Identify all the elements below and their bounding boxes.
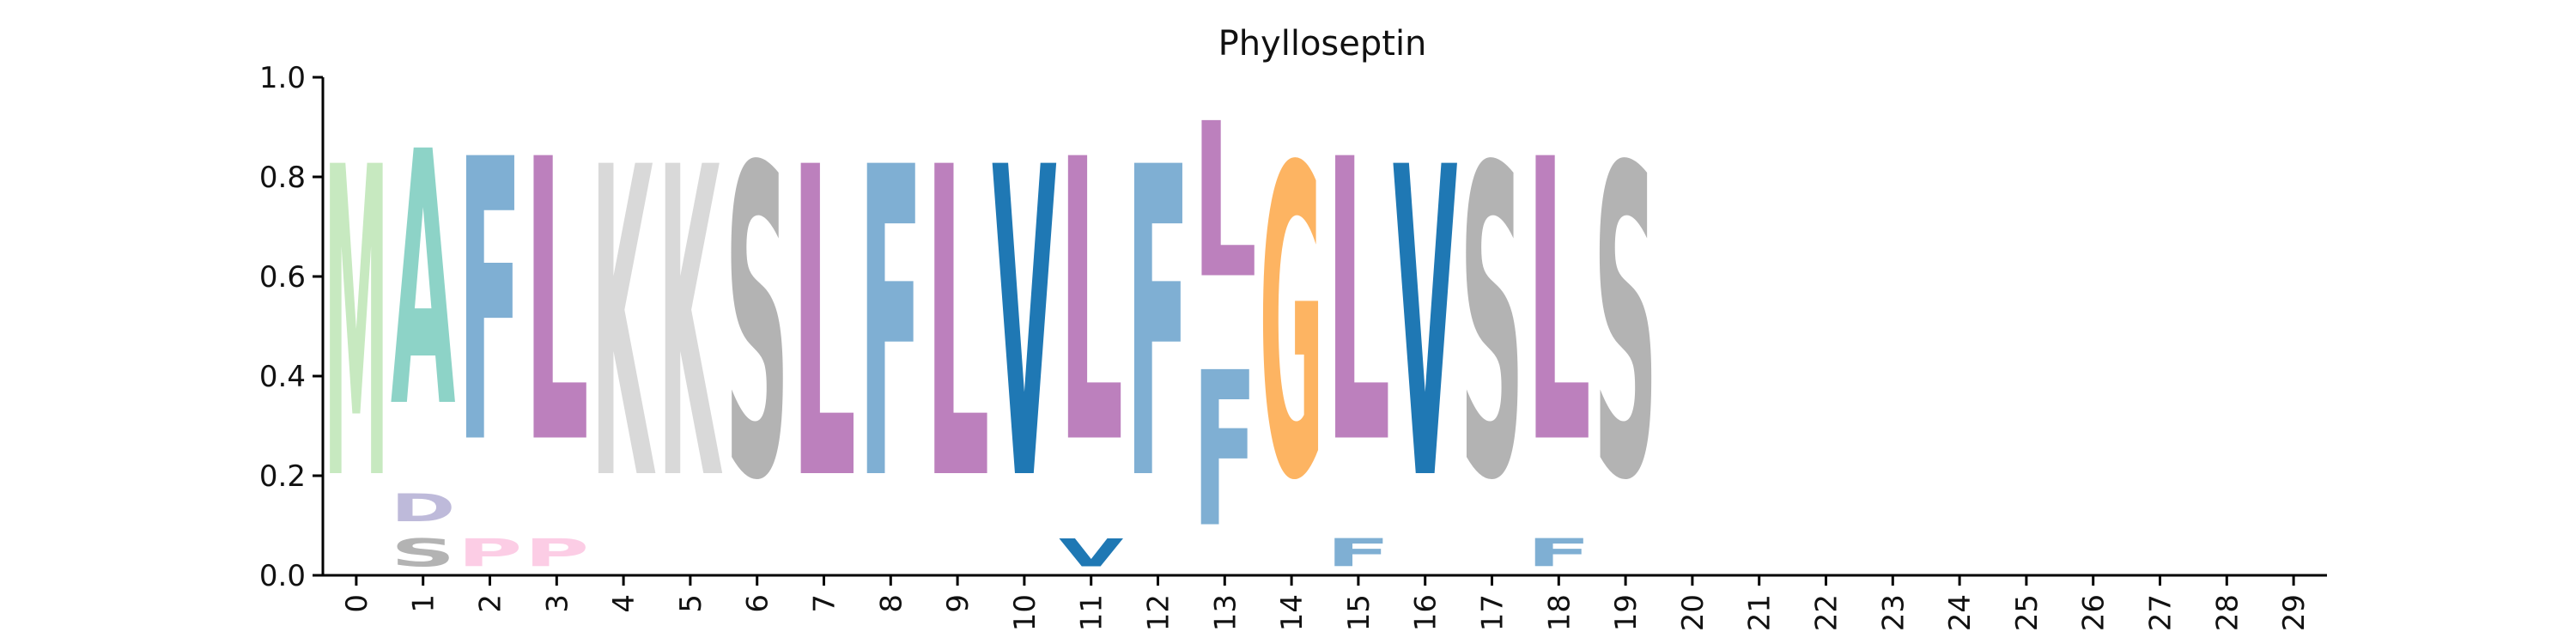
x-tick-label: 6 [741,594,775,613]
logo-letter-l: L [1527,78,1591,529]
logo-letter-v: V [1059,531,1124,575]
x-tick-label: 4 [607,594,641,613]
x-tick-label: 22 [1810,594,1844,631]
y-tick-label: 0.6 [259,260,306,295]
x-tick-label: 15 [1342,594,1376,631]
x-tick-label: 19 [1609,594,1643,631]
x-tick-label: 18 [1542,594,1577,631]
x-tick-label: 7 [808,594,842,613]
x-tick-label: 3 [540,594,574,613]
x-tick-label: 5 [674,594,708,613]
logo-letter-p: P [525,531,589,575]
x-tick-label: 14 [1275,594,1309,631]
logo-letter-l: L [1326,78,1390,529]
logo-letter-v: V [992,79,1057,574]
logo-letter-d: D [391,486,455,531]
logo-letter-s: S [1593,79,1657,574]
x-tick-label: 12 [1142,594,1176,631]
chart-title: Phylloseptin [1218,24,1427,64]
x-tick-label: 0 [340,594,374,613]
y-axis-ticks: 0.0 0.2 0.4 0.6 0.8 1.0 [259,61,323,593]
x-tick-label: 20 [1676,594,1710,631]
x-tick-label: 16 [1409,594,1443,631]
x-tick-label: 29 [2277,594,2312,631]
axes [321,77,2327,577]
x-tick-label: 23 [1876,594,1911,631]
logo-letter-f: F [1193,328,1257,575]
logo-letter-l: L [1059,78,1123,529]
logo-letter-p: P [458,531,522,575]
x-tick-label: 21 [1743,594,1777,631]
x-tick-label: 17 [1476,594,1510,631]
logo-letter-f: F [1527,531,1591,575]
x-tick-label: 2 [474,594,508,613]
x-tick-label: 25 [2010,594,2044,631]
x-tick-label: 1 [407,594,441,613]
logo-letter-s: S [1460,79,1524,574]
logo-letter-m: M [324,78,388,574]
logo-letter-v: V [1393,79,1458,574]
x-tick-label: 10 [1008,594,1042,631]
logo-letter-g: G [1259,79,1323,574]
y-tick-label: 1.0 [259,61,306,95]
logo-letter-l: L [925,77,989,574]
x-tick-label: 24 [1943,594,1978,631]
logo-letter-l: L [1193,78,1257,325]
logo-letter-f: F [859,78,923,574]
x-axis-ticks: 0 1 2 3 4 5 6 7 8 9 10 11 12 13 14 15 16 17 18 19 20 21 22 23 24… [340,575,2312,631]
logo-letter-a: A [391,78,456,484]
logo-letter-s: S [391,531,455,575]
x-tick-label: 27 [2144,594,2178,631]
logo-letter-l: L [792,77,856,574]
x-tick-label: 9 [941,594,975,613]
logo-letter-k: K [658,79,723,574]
logo-letter-l: L [525,78,589,529]
y-tick-label: 0.4 [259,360,306,394]
logo-letter-k: K [591,79,656,574]
y-tick-label: 0.2 [259,459,306,494]
y-tick-label: 0.8 [259,161,306,195]
x-tick-label: 11 [1075,594,1109,631]
logo-letter-f: F [1326,531,1390,575]
logo-letter-f: F [1126,78,1190,574]
logo-letter-s: S [725,79,789,574]
x-tick-label: 26 [2077,594,2111,631]
x-tick-label: 13 [1208,594,1242,631]
logo-letter-f: F [458,79,522,530]
x-tick-label: 28 [2210,594,2245,631]
x-tick-label: 8 [874,594,908,613]
y-tick-label: 0.0 [259,559,306,593]
